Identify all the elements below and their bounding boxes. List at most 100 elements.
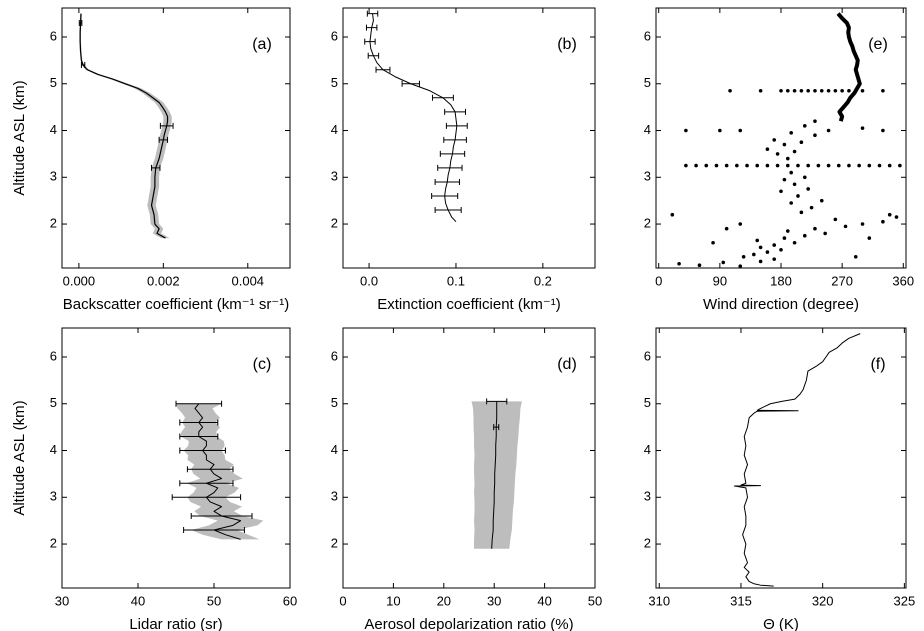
dot bbox=[867, 163, 872, 168]
dot bbox=[772, 138, 777, 142]
dot bbox=[775, 152, 780, 156]
dot bbox=[779, 88, 783, 93]
dot bbox=[694, 163, 698, 168]
panel: 0 10 20 30 40 50 2 3 4 5 6 (d) Aerosol depolarizatio… bbox=[331, 327, 602, 631]
error-bar bbox=[443, 136, 467, 143]
dot bbox=[677, 261, 681, 266]
x-tick-label: 10 bbox=[386, 593, 400, 608]
dot bbox=[881, 88, 885, 93]
dot bbox=[738, 128, 743, 133]
error-bar bbox=[431, 192, 459, 199]
plot-frame bbox=[342, 327, 596, 589]
error-bar bbox=[183, 527, 245, 534]
dot bbox=[887, 163, 892, 168]
dot bbox=[724, 163, 729, 168]
y-tick-label: 5 bbox=[644, 395, 651, 410]
x-tick-label: 0 bbox=[339, 593, 346, 608]
dot bbox=[847, 163, 851, 168]
panel-label: (b) bbox=[557, 36, 577, 53]
x-tick-label: 20 bbox=[437, 593, 451, 608]
y-tick-label: 6 bbox=[50, 28, 57, 43]
dot bbox=[796, 163, 800, 168]
dot bbox=[806, 163, 810, 168]
dot bbox=[772, 257, 777, 261]
plot-frame bbox=[61, 327, 291, 589]
error-bar bbox=[78, 19, 83, 26]
error-bar bbox=[434, 178, 460, 185]
dot bbox=[714, 163, 719, 168]
dot bbox=[724, 226, 729, 231]
y-tick-label: 6 bbox=[50, 348, 57, 363]
dot bbox=[877, 163, 882, 168]
x-tick-label: 90 bbox=[713, 273, 727, 288]
dot bbox=[704, 163, 709, 168]
y-tick-label: 2 bbox=[331, 535, 338, 550]
error-bar bbox=[179, 433, 219, 440]
panel: 0.0 0.1 0.2 2 3 4 5 6 (b) Extinction coefficient … bbox=[331, 7, 596, 313]
y-tick-label: 6 bbox=[331, 348, 338, 363]
dot bbox=[728, 88, 732, 93]
y-tick-label: 5 bbox=[644, 75, 651, 90]
y-axis-label: Altitude ASL (km) bbox=[11, 400, 28, 515]
error-bar bbox=[80, 62, 86, 69]
y-tick-label: 3 bbox=[331, 489, 338, 504]
x-tick-label: 0 bbox=[655, 273, 662, 288]
plot-frame bbox=[61, 7, 291, 269]
dot bbox=[789, 131, 793, 135]
error-bar bbox=[366, 10, 379, 17]
dot bbox=[796, 194, 800, 198]
dot bbox=[785, 156, 790, 161]
dot bbox=[833, 217, 838, 222]
x-tick-label: 270 bbox=[831, 273, 853, 288]
error-bar bbox=[367, 52, 380, 59]
y-tick-label: 3 bbox=[644, 169, 651, 184]
error-bar bbox=[437, 164, 463, 171]
error-bar bbox=[375, 66, 391, 73]
x-tick-label: 0.000 bbox=[63, 273, 96, 288]
y-tick-label: 6 bbox=[331, 28, 338, 43]
dot bbox=[887, 212, 892, 217]
dot bbox=[819, 198, 824, 203]
x-axis-label: Wind direction (degree) bbox=[703, 296, 859, 313]
dot bbox=[813, 119, 817, 123]
error-bar bbox=[179, 480, 234, 487]
dot bbox=[806, 187, 810, 191]
dot bbox=[779, 189, 783, 194]
uncertainty-band bbox=[471, 401, 522, 549]
error-bar bbox=[401, 80, 420, 87]
dot bbox=[857, 163, 861, 168]
y-tick-label: 4 bbox=[644, 122, 651, 137]
y-tick-label: 3 bbox=[331, 169, 338, 184]
plot-frame bbox=[342, 7, 596, 269]
x-tick-label: 0.1 bbox=[447, 273, 465, 288]
x-tick-label: 50 bbox=[588, 593, 602, 608]
dot bbox=[741, 254, 746, 259]
error-bar bbox=[186, 466, 234, 473]
panel-label: (c) bbox=[253, 356, 272, 373]
y-tick-label: 2 bbox=[50, 535, 57, 550]
plot-frame bbox=[655, 327, 907, 589]
dot bbox=[881, 219, 885, 224]
panel: 0.000 0.002 0.004 2 3 4 5 6 (a) Backscatter coeff… bbox=[11, 7, 291, 313]
x-axis-label: Aerosol depolarization ratio (%) bbox=[364, 616, 573, 631]
dot bbox=[792, 182, 797, 187]
y-tick-label: 4 bbox=[50, 122, 57, 137]
dot bbox=[792, 88, 797, 93]
dot bbox=[898, 163, 902, 168]
dot bbox=[867, 236, 872, 240]
x-tick-label: 50 bbox=[207, 593, 221, 608]
y-tick-label: 2 bbox=[331, 215, 338, 230]
error-bar bbox=[364, 38, 376, 45]
x-tick-label: 180 bbox=[770, 273, 792, 288]
error-bar bbox=[175, 400, 223, 407]
dot bbox=[697, 263, 702, 267]
y-tick-label: 5 bbox=[50, 395, 57, 410]
dot bbox=[765, 163, 770, 168]
dot bbox=[792, 149, 797, 154]
dot bbox=[684, 128, 688, 133]
x-tick-label: 0.0 bbox=[360, 273, 378, 288]
dot bbox=[840, 88, 844, 93]
x-tick-label: 40 bbox=[131, 593, 145, 608]
y-axis-label: Altitude ASL (km) bbox=[11, 80, 28, 195]
error-bar bbox=[434, 207, 462, 214]
